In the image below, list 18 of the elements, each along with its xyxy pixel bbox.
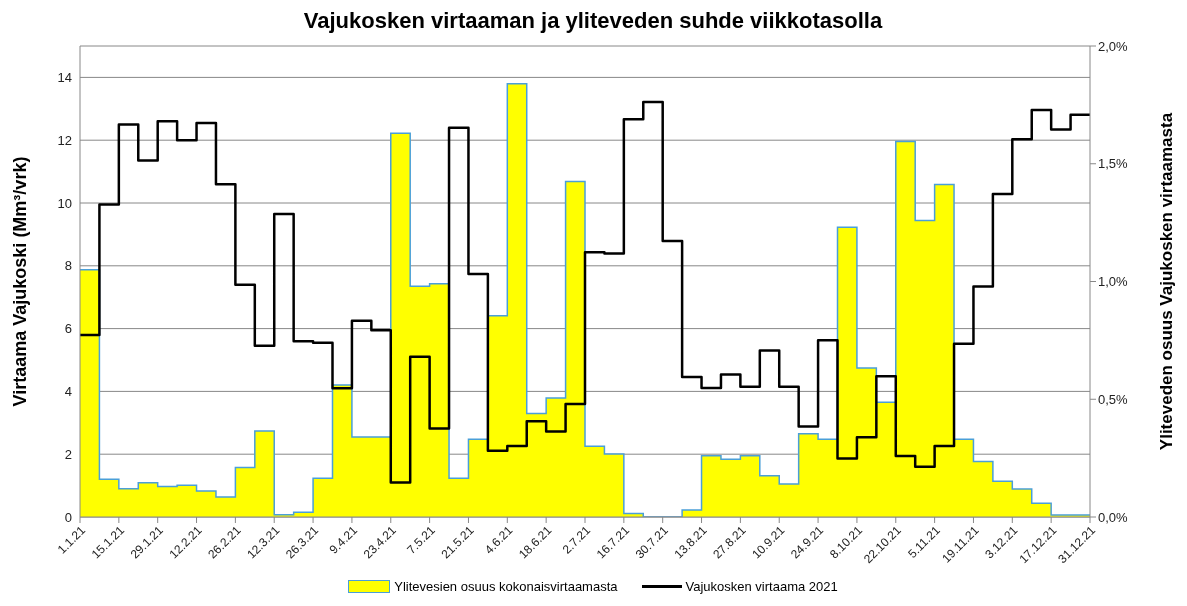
y-tick-label: 4 (64, 384, 72, 400)
y2-tick-label: 0,5% (1098, 391, 1129, 407)
y-tick-label: 0 (64, 509, 72, 525)
y2-tick-label: 2,0% (1098, 38, 1129, 54)
y-tick-label: 12 (57, 132, 72, 148)
y-tick-label: 8 (64, 258, 72, 274)
legend-label: Ylitevesien osuus kokonaisvirtaamasta (394, 579, 618, 594)
y2-tick-label: 1,5% (1098, 156, 1129, 172)
legend-label: Vajukosken virtaama 2021 (685, 579, 838, 594)
y-tick-label: 6 (64, 321, 72, 337)
y-tick-label: 2 (64, 446, 72, 462)
y-tick-label: 14 (57, 70, 72, 86)
y2-tick-label: 1,0% (1098, 274, 1129, 290)
y2-axis-title: Yliteveden osuus Vajukosken virtaamasta (1157, 112, 1177, 451)
y2-tick-label: 0,0% (1098, 509, 1129, 525)
y-tick-label: 10 (57, 195, 72, 211)
chart-title: Vajukosken virtaaman ja yliteveden suhde viikkotasolla (302, 8, 884, 34)
y-axis-title: Virtaama Vajukoski (Mm³/vrk) (10, 156, 31, 407)
